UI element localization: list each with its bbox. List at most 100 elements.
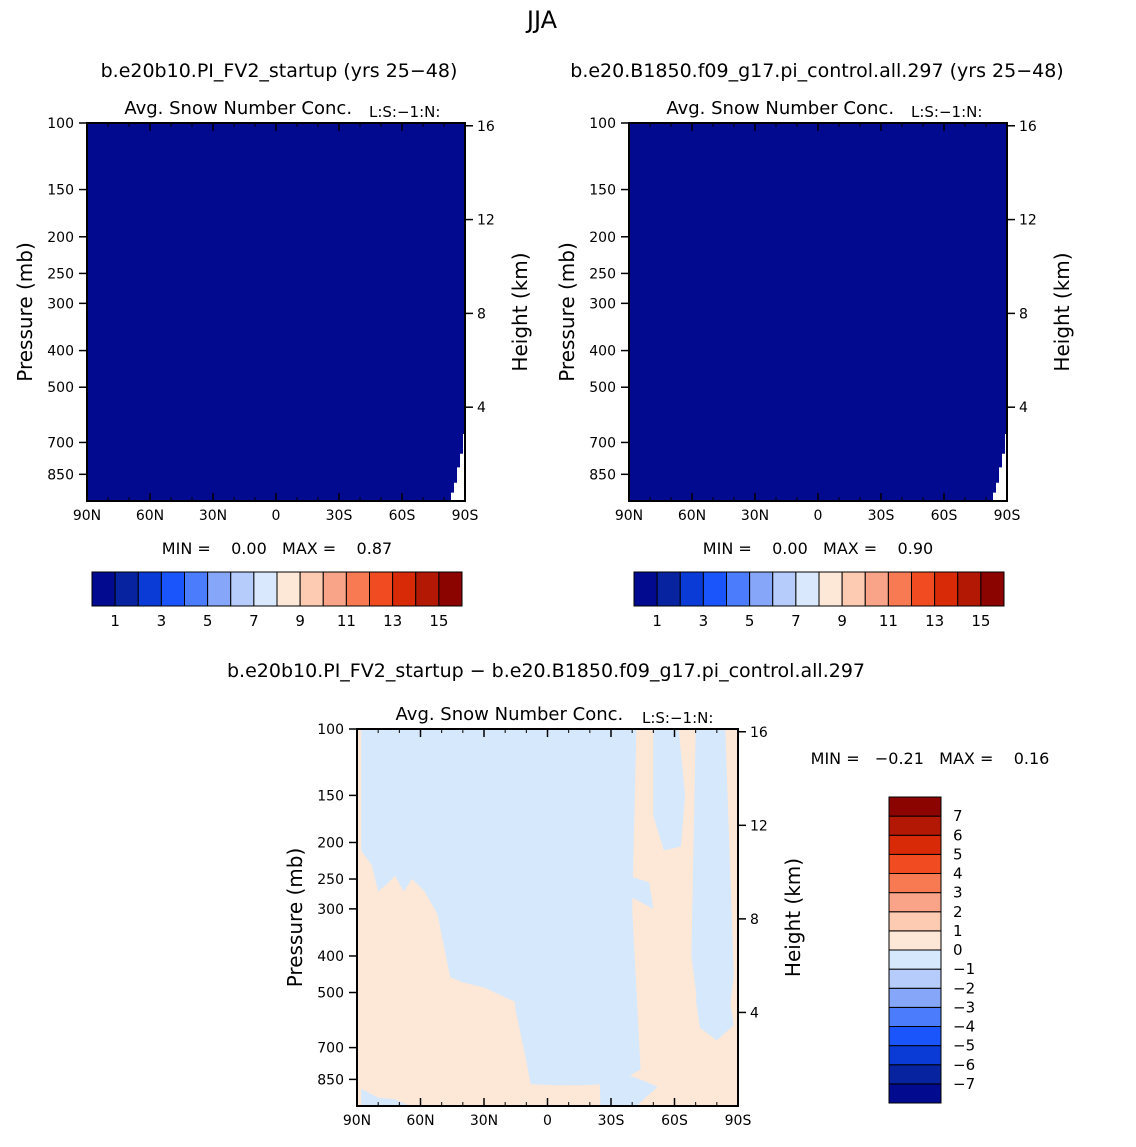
panel3-colorbar-swatch (888, 968, 942, 989)
panel1-colorbar-label: 3 (157, 612, 167, 630)
panel2-x-tick-label: 30N (741, 508, 769, 524)
panel1-colorbar-swatch (137, 571, 162, 607)
panel2-y-tick-label: 150 (589, 183, 616, 199)
panel1-colorbar-swatch (415, 571, 440, 607)
panel2-colorbar-label: 15 (971, 612, 990, 630)
panel1-colorbar-swatch (438, 571, 463, 607)
panel1-min-max: MIN = 0.00 MAX = 0.87 (162, 539, 392, 558)
panel3-y-tick-label: 100 (317, 722, 344, 738)
panel2-colorbar-label: 1 (652, 612, 662, 630)
panel3-colorbar-label: −1 (953, 960, 975, 978)
panel3-x-tick-label: 30N (470, 1113, 498, 1129)
panel1-colorbar-swatch (322, 571, 347, 607)
panel2-y-tick-label: 250 (589, 266, 616, 282)
panel2-colorbar-swatch (911, 571, 936, 607)
panel2-colorbar-swatch (795, 571, 820, 607)
panel2-colorbar-label: 5 (745, 612, 755, 630)
panel3-x-tick-label: 90N (343, 1113, 371, 1129)
panel2-y-tick-label: 850 (589, 467, 616, 483)
panel2-x-tick-label: 90N (615, 508, 643, 524)
panel3-colorbar-swatch (888, 1006, 942, 1027)
panel1-y-axis-label: Pressure (mb) (13, 242, 37, 382)
panel2-x-tick-label: 90S (994, 508, 1021, 524)
panel1-colorbar-label: 11 (337, 612, 356, 630)
panel3-negative-region (695, 967, 734, 1041)
panel1-y-tick-label: 500 (47, 380, 74, 396)
panel3-colorbar-label: 5 (953, 845, 963, 863)
panel2-subtitle: Avg. Snow Number Conc. (666, 98, 894, 119)
panel1-colorbar-swatch (114, 571, 139, 607)
panel2-y-tick-label: 200 (589, 230, 616, 246)
panel3-colorbar-swatch (888, 892, 942, 913)
panel3-colorbar-label: −7 (953, 1075, 975, 1093)
panel1-colorbar-swatch (392, 571, 417, 607)
panel1-colorbar-label: 7 (249, 612, 259, 630)
panel1-colorbar: 1 3 5 7 9 11 13 15 (91, 571, 463, 630)
panel2-colorbar-label: 7 (791, 612, 801, 630)
panel1-colorbar-swatch (160, 571, 185, 607)
panel3-colorbar-label: −3 (953, 998, 975, 1016)
panel3-colorbar-label: −2 (953, 979, 975, 997)
panel2-colorbar-swatch (934, 571, 959, 607)
panel1-x-tick-label: 30N (199, 508, 227, 524)
panel1-colorbar-swatch (253, 571, 278, 607)
panel1-colorbar-label: 1 (110, 612, 120, 630)
panel1-title: b.e20b10.PI_FV2_startup (yrs 25−48) (101, 60, 458, 82)
panel3-colorbar-label: 6 (953, 826, 963, 844)
panel1-y-tick-label: 250 (47, 266, 74, 282)
panel3-min-max: MIN = −0.21 MAX = 0.16 (811, 749, 1050, 768)
panel3-colorbar-swatch (888, 796, 942, 817)
panel1-y-tick-label: 100 (47, 116, 74, 132)
panel1-y-tick-label: 200 (47, 230, 74, 246)
panel2-y-tick-label: 300 (589, 296, 616, 312)
panel3-y2-tick-label: 4 (750, 1005, 759, 1021)
panel3-y-tick-label: 700 (317, 1041, 344, 1057)
panel3-negative-region (594, 875, 654, 909)
panel3-colorbar-swatch (888, 873, 942, 894)
panel3-y-tick-label: 250 (317, 872, 344, 888)
panel2-colorbar: 1 3 5 7 9 11 13 15 (633, 571, 1005, 630)
panel3-colorbar-label: −6 (953, 1056, 975, 1074)
panel1-y2-tick-label: 8 (477, 306, 486, 322)
panel3-colorbar-swatch (888, 911, 942, 932)
panel1-x-tick-label: 60N (136, 508, 164, 524)
panel2-y2-tick-label: 12 (1019, 213, 1037, 229)
panel3-colorbar-label: 2 (953, 903, 963, 921)
panel3-y2-tick-label: 16 (750, 725, 768, 741)
panel2-y-axis-label: Pressure (mb) (555, 242, 579, 382)
panel3-negative-region (653, 729, 686, 851)
panel3-colorbar-swatch (888, 1045, 942, 1066)
panel3-colorbar-label: 7 (953, 807, 963, 825)
panel1-y2-tick-label: 4 (477, 400, 486, 416)
panel2-colorbar-label: 3 (699, 612, 709, 630)
panel3-y2-tick-label: 8 (750, 912, 759, 928)
panel1-colorbar-label: 9 (295, 612, 305, 630)
panel3-colorbar-swatch (888, 1083, 942, 1104)
panel3-colorbar-label: −5 (953, 1037, 975, 1055)
panel2-x-tick-label: 0 (814, 508, 823, 524)
panel3-colorbar-swatch (888, 930, 942, 951)
panel2-colorbar-swatch (749, 571, 774, 607)
panel3-title: b.e20b10.PI_FV2_startup − b.e20.B1850.f0… (227, 660, 865, 682)
panel3-negative-region (361, 1088, 410, 1106)
panel2-colorbar-label: 11 (879, 612, 898, 630)
panel1-colorbar-label: 13 (383, 612, 402, 630)
panel3-colorbar-label: 3 (953, 884, 963, 902)
panel3-colorbar-label: −4 (953, 1018, 975, 1036)
panel3-y-tick-label: 150 (317, 788, 344, 804)
panel2-colorbar-swatch (980, 571, 1005, 607)
panel2-colorbar-label: 13 (925, 612, 944, 630)
panel3-colorbar-label: 0 (953, 941, 963, 959)
panel2-colorbar-label: 9 (837, 612, 847, 630)
panel1-colorbar-swatch (207, 571, 232, 607)
panel1-colorbar-swatch (91, 571, 116, 607)
panel2-x-tick-label: 30S (868, 508, 895, 524)
panel2-colorbar-swatch (841, 571, 866, 607)
panel1-units: L:S:−1:N: (369, 103, 440, 121)
panel1-field (87, 123, 465, 501)
panel3-colorbar-swatch (888, 815, 942, 836)
panel2-y-tick-label: 400 (589, 344, 616, 360)
panel3-negative-region (386, 729, 396, 886)
